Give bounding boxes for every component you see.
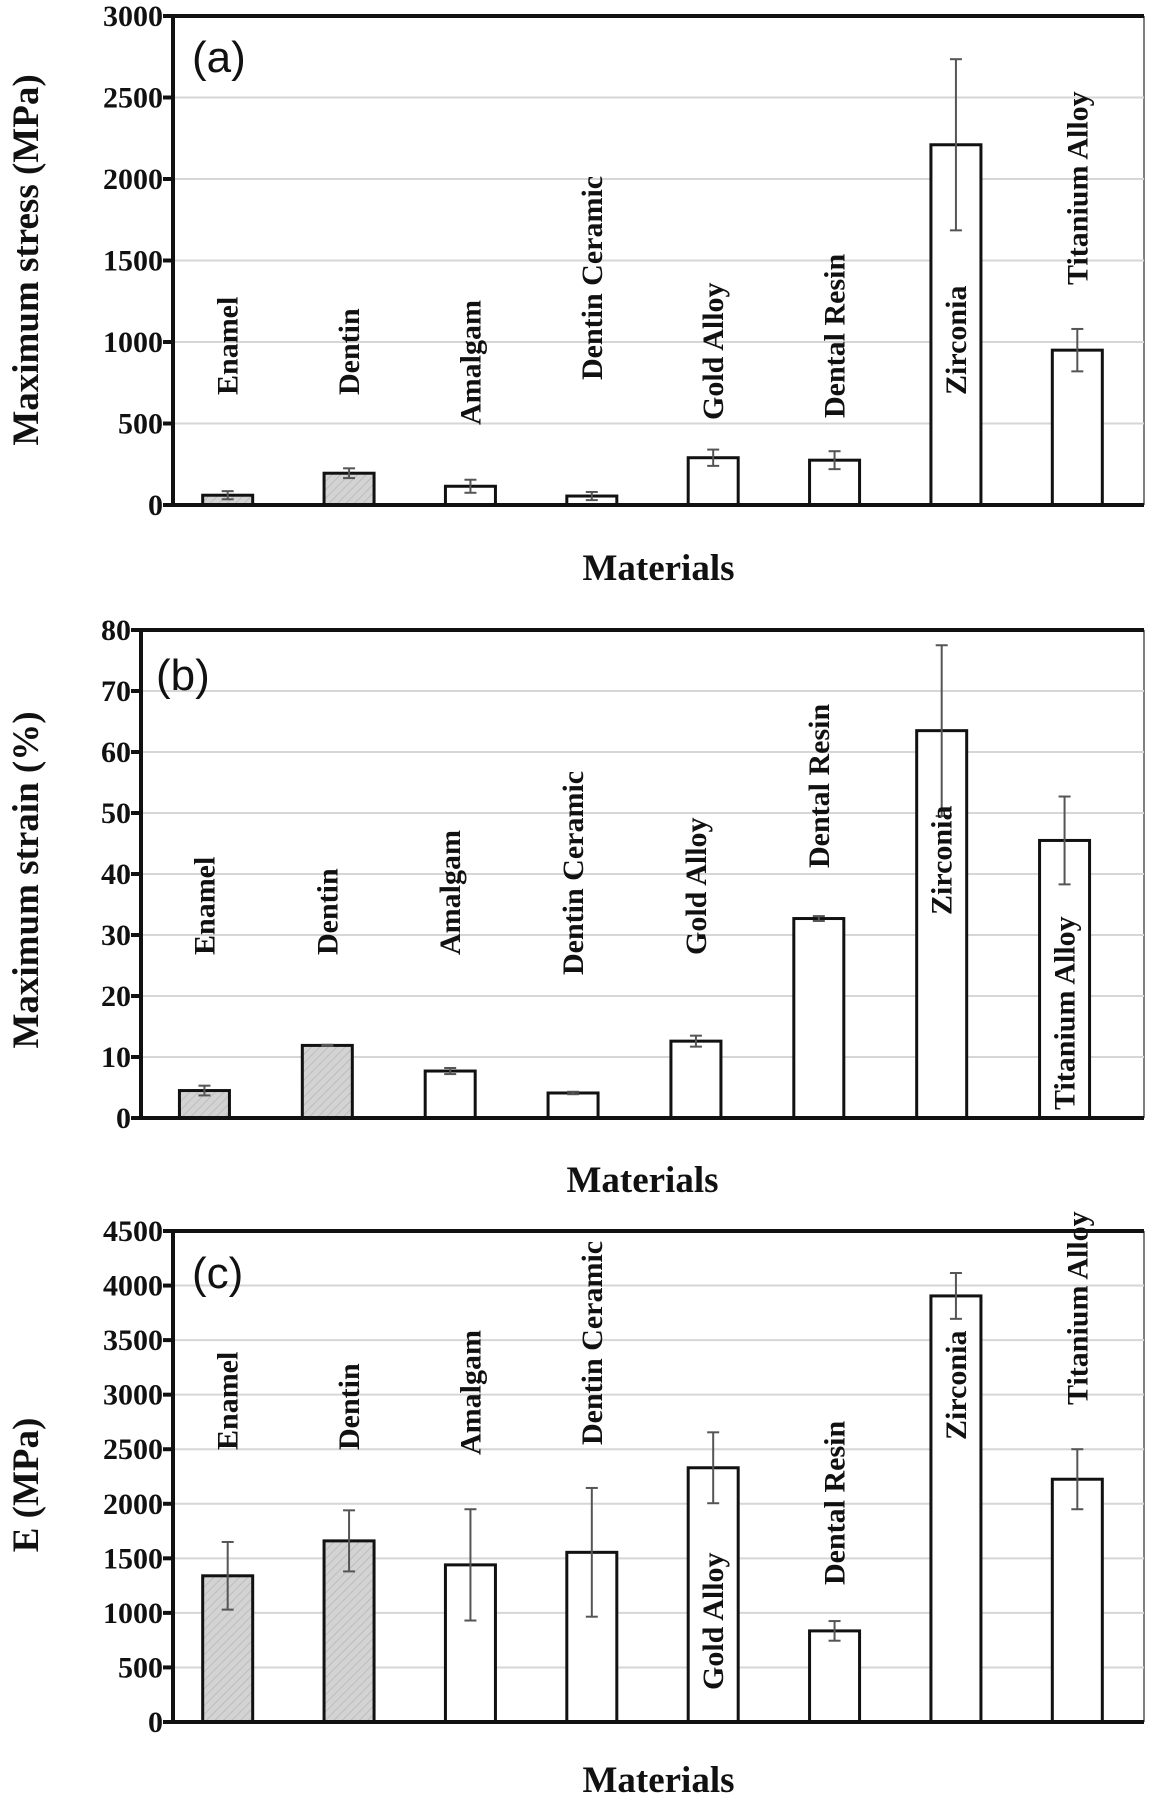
y-tick-label: 500 (118, 408, 163, 441)
category-label: Zirconia (940, 1331, 973, 1440)
panel-tag: (a) (192, 33, 246, 82)
y-tick-label: 30 (101, 919, 131, 952)
bar-dentin (300, 1043, 354, 1120)
category-label: Zirconia (940, 286, 973, 395)
y-tick-label: 3000 (103, 0, 163, 33)
y-tick-label: 2500 (103, 82, 163, 115)
y-tick-label: 500 (118, 1651, 163, 1684)
category-label: Dentin Ceramic (576, 176, 609, 380)
x-axis-title: Materials (566, 1160, 718, 1201)
y-tick-label: 0 (148, 489, 163, 522)
category-label: Dentin (333, 1363, 366, 1450)
y-tick-label: 4000 (103, 1270, 163, 1303)
category-label: Gold Alloy (697, 282, 730, 420)
y-tick-label: 0 (116, 1102, 131, 1135)
category-label: Gold Alloy (680, 817, 713, 955)
x-axis-title: Materials (582, 548, 734, 589)
y-tick-label: 1000 (103, 1597, 163, 1630)
bar-titanium-alloy (1038, 838, 1092, 1120)
bar-amalgam (423, 1069, 477, 1120)
category-label: Enamel (212, 297, 245, 395)
y-tick-label: 80 (101, 614, 131, 647)
y-tick-label: 10 (101, 1041, 131, 1074)
category-label: Enamel (188, 857, 221, 955)
y-tick-label: 3000 (103, 1379, 163, 1412)
category-label: Zirconia (926, 806, 959, 915)
y-axis-title: Maximum stress (MPa) (6, 74, 47, 445)
y-tick-label: 3500 (103, 1324, 163, 1357)
bar-titanium-alloy (1050, 1477, 1104, 1724)
bar-gold-alloy (669, 1039, 723, 1120)
y-tick-label: 20 (101, 980, 131, 1013)
panel-b: 0 10 20 30 40 50 60 70 80 Enamel Dentin Amalgam Dent… (6, 614, 1145, 1201)
y-tick-label: 40 (101, 858, 131, 891)
y-tick-label: 1500 (103, 1542, 163, 1575)
category-label: Dental Resin (803, 704, 836, 868)
y-tick-label: 4500 (103, 1215, 163, 1248)
category-label: Gold Alloy (697, 1552, 730, 1690)
y-axis-title: Maximum strain (%) (6, 711, 47, 1048)
category-label: Amalgam (454, 300, 487, 425)
category-label: Titanium Alloy (1061, 1211, 1094, 1405)
category-label: Dental Resin (819, 1421, 852, 1585)
panel-tag: (c) (192, 1249, 243, 1298)
y-tick-label: 2000 (103, 1488, 163, 1521)
bar-dental-resin (792, 917, 846, 1120)
category-label: Titanium Alloy (1049, 916, 1082, 1110)
y-tick-label: 1500 (103, 245, 163, 278)
y-tick-label: 0 (148, 1706, 163, 1739)
category-label: Enamel (212, 1352, 245, 1450)
category-label: Dentin (333, 308, 366, 395)
bar-dentin-ceramic (546, 1091, 600, 1120)
y-tick-label: 2500 (103, 1433, 163, 1466)
panel-a: 0 500 1000 1500 2000 2500 3000 Enamel Dentin Amal… (6, 0, 1145, 589)
category-label: Dentin (311, 868, 344, 955)
panel-c: 0 500 1000 1500 2000 2500 3000 3500 4000 4500 Enam… (6, 1211, 1145, 1800)
x-axis-title: Materials (582, 1760, 734, 1800)
category-label: Dentin Ceramic (576, 1241, 609, 1445)
y-tick-label: 2000 (103, 163, 163, 196)
category-label: Dental Resin (819, 254, 852, 418)
y-axis-title: E (MPa) (6, 1418, 47, 1553)
category-label: Amalgam (454, 1330, 487, 1455)
y-tick-label: 50 (101, 797, 131, 830)
category-label: Dentin Ceramic (557, 771, 590, 975)
panel-tag: (b) (156, 651, 210, 700)
bar-titanium-alloy (1050, 348, 1104, 507)
y-tick-label: 70 (101, 675, 131, 708)
category-label: Amalgam (434, 830, 467, 955)
y-tick-label: 1000 (103, 326, 163, 359)
category-label: Titanium Alloy (1061, 91, 1094, 285)
bar-dental-resin (808, 1629, 862, 1724)
y-tick-label: 60 (101, 736, 131, 769)
